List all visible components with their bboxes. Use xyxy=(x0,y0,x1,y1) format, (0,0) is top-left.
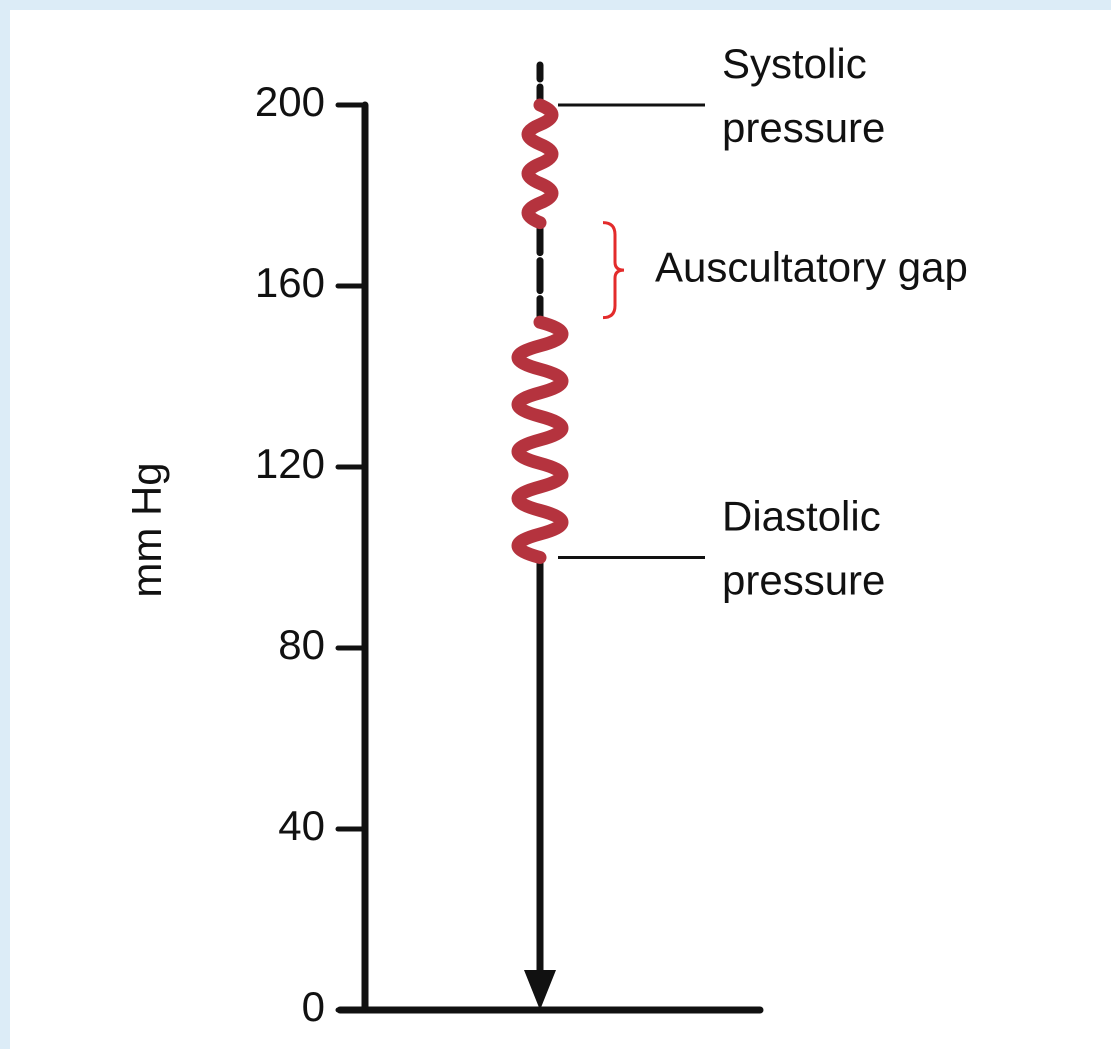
systolic-label: pressure xyxy=(722,104,885,151)
korotkoff-sounds xyxy=(511,315,569,564)
systolic-label: Systolic xyxy=(722,40,867,87)
korotkoff-sounds xyxy=(521,98,559,230)
gap-label: Auscultatory gap xyxy=(655,243,968,290)
y-tick-label: 160 xyxy=(255,259,325,306)
diastolic-label: Diastolic xyxy=(722,493,881,540)
diastolic-label: pressure xyxy=(722,557,885,604)
gap-brace xyxy=(602,221,625,320)
y-tick-label: 80 xyxy=(278,621,325,668)
y-tick-label: 200 xyxy=(255,78,325,125)
y-tick-label: 40 xyxy=(278,802,325,849)
arrow-head xyxy=(524,970,556,1010)
y-tick-label: 120 xyxy=(255,440,325,487)
axis-label: mm Hg xyxy=(123,462,170,597)
y-tick-label: 0 xyxy=(302,983,325,1030)
